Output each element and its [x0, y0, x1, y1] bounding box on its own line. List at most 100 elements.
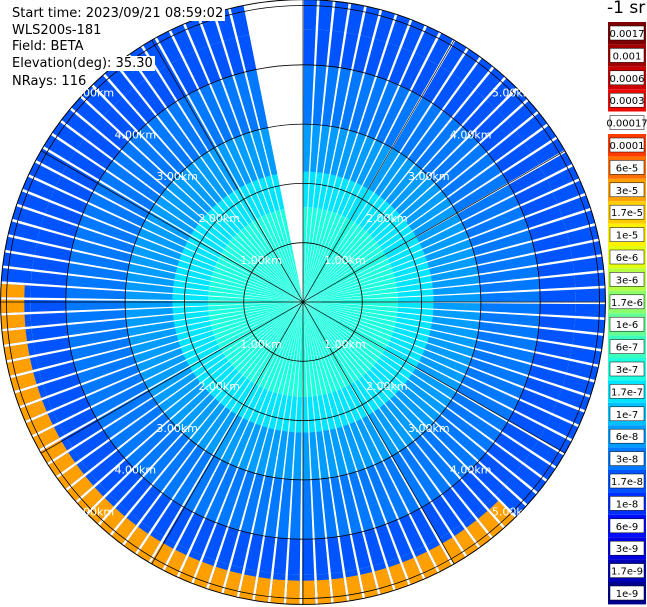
ray-bin [113, 97, 147, 132]
ray-bin [217, 527, 239, 565]
ray-bin [85, 373, 144, 407]
ray-bin [237, 34, 257, 72]
ray-bin [370, 366, 400, 395]
ray-bin [259, 354, 279, 389]
ray-bin [354, 379, 379, 412]
colorbar-tick-label: 6e-8 [616, 432, 639, 443]
ray-bin [244, 302, 303, 317]
ray-bin [368, 148, 400, 193]
ray-bin [34, 243, 72, 262]
ray-bin [259, 536, 276, 573]
ray [77, 302, 303, 513]
ray-bin [273, 358, 287, 394]
ray-bin [130, 485, 162, 521]
ray-bin [125, 282, 174, 294]
ray-bin [109, 468, 142, 503]
ray-bin [33, 337, 71, 355]
ray-bin [303, 64, 315, 125]
ray-bin [429, 544, 452, 572]
ray-bin [346, 185, 368, 220]
ray-bin [264, 356, 282, 391]
ray-bin [172, 174, 212, 213]
colorbar-tick-label: 1e-8 [616, 499, 639, 510]
ray-bin [480, 291, 541, 302]
ray-bin [200, 13, 222, 46]
ray [303, 302, 526, 516]
ray-bin [396, 312, 433, 323]
ray [66, 302, 303, 502]
ray-bin [165, 506, 193, 544]
ray-bin [103, 398, 158, 439]
ray-bin [428, 422, 478, 470]
ray-bin [176, 325, 213, 341]
ray-bin [575, 303, 606, 318]
ray-bin [461, 375, 519, 410]
ray [303, 302, 466, 565]
ray-bin [183, 340, 218, 360]
ray-bin [340, 70, 364, 130]
ray-bin [361, 308, 398, 317]
ray [143, 38, 303, 302]
ray-bin [148, 366, 193, 397]
ray-bin [208, 566, 228, 594]
ray-bin [433, 73, 463, 110]
ray-bin [415, 551, 438, 579]
ray-bin [331, 577, 347, 603]
ray-bin [287, 360, 297, 397]
ray-bin [402, 557, 424, 585]
ray-bin [153, 372, 197, 405]
ray-bin [401, 20, 425, 53]
ray-bin [303, 302, 321, 360]
ray-bin [247, 302, 303, 326]
ray-bin [375, 461, 409, 519]
ray-bin [429, 330, 477, 348]
ray-bin [99, 171, 155, 211]
ray [8, 221, 303, 302]
colorbar-label-box [609, 227, 645, 242]
ray [303, 302, 564, 467]
colorbar-label-box [609, 406, 645, 422]
ray [22, 176, 303, 302]
azimuth-spoke [302, 301, 455, 565]
ray-bin [6, 358, 33, 376]
ray-bin [251, 129, 271, 178]
ray-bin [466, 520, 492, 547]
ray-bin [187, 235, 222, 258]
ray-bin [303, 302, 330, 357]
ray-bin [373, 215, 405, 243]
ray-bin [232, 341, 261, 369]
ray-bin [477, 331, 537, 352]
ray-bin [362, 415, 391, 461]
ray-bin [150, 203, 195, 235]
ray [303, 302, 604, 349]
ray-bin [303, 287, 361, 302]
ray-bin [285, 244, 303, 302]
ray-bin [183, 455, 221, 512]
range-label: 2.00km [366, 380, 408, 393]
ray-bin [208, 304, 244, 311]
ray-bin [412, 368, 457, 399]
ray-bin [303, 0, 318, 30]
ray-bin [387, 243, 423, 264]
ray [303, 6, 380, 302]
colorbar-label-box [609, 339, 645, 354]
ray-bin [270, 211, 286, 247]
range-label: 1.00km [240, 338, 282, 351]
ray-bin [303, 171, 310, 208]
ray-bin [143, 38, 170, 71]
ray-bin [246, 280, 303, 302]
ray-bin [302, 432, 311, 480]
ray-bin [125, 314, 174, 328]
ray-bin [416, 213, 462, 243]
ray-bin [539, 289, 576, 302]
ray-bin [245, 302, 303, 320]
range-label: 3.00km [156, 422, 198, 435]
ray-bin [383, 456, 420, 514]
colorbar-tick-label: 1.7e-8 [611, 477, 643, 488]
ray-bin [138, 228, 185, 254]
ray [303, 20, 425, 302]
ray-bin [303, 124, 312, 172]
ray [303, 302, 347, 603]
ray-bin [94, 117, 129, 150]
ray-bin [55, 176, 93, 202]
